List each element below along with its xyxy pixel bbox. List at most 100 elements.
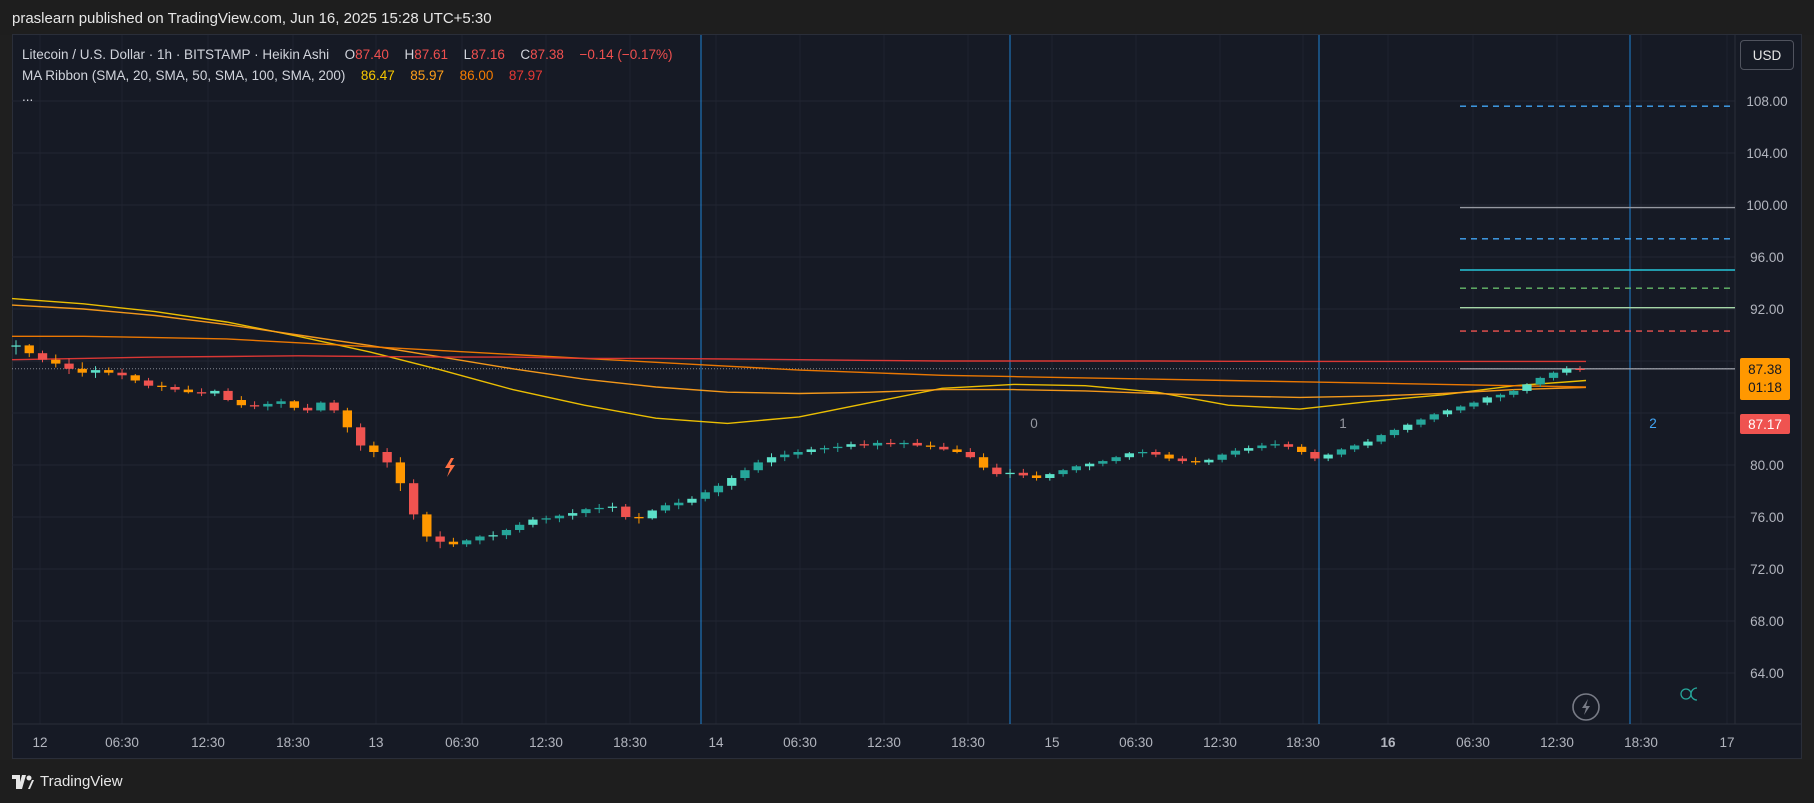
candle-body — [1045, 474, 1055, 478]
candle-body — [515, 524, 525, 530]
low-label: L — [463, 47, 472, 62]
candle-body — [1018, 472, 1028, 476]
candle-body — [1323, 454, 1333, 459]
price-axis-label: 104.00 — [1746, 146, 1787, 161]
candle-body — [382, 452, 392, 463]
candle-body — [263, 403, 273, 407]
ma-line-sma200 — [11, 355, 1586, 363]
price-axis-label: 76.00 — [1750, 510, 1784, 525]
candle-body — [1191, 461, 1201, 463]
tradingview-logo[interactable]: TradingView — [12, 773, 123, 790]
lightning-circle-icon[interactable] — [1572, 693, 1600, 721]
candle-body — [11, 345, 21, 347]
candle-body — [766, 457, 777, 463]
candle-body — [1376, 435, 1386, 442]
sma100-value: 86.00 — [459, 68, 494, 83]
last-price-badge — [1740, 358, 1790, 401]
time-axis-label: 15 — [1044, 735, 1059, 750]
symbol-description[interactable]: Litecoin / U.S. Dollar · 1h · BITSTAMP ·… — [22, 47, 330, 62]
candle-body — [236, 400, 246, 406]
candle-body — [727, 478, 737, 486]
candle-body — [1310, 452, 1320, 459]
candle-body — [104, 370, 114, 373]
candle-body — [409, 483, 419, 515]
price-axis-label: 68.00 — [1750, 614, 1784, 629]
price-axis-label: 80.00 — [1750, 458, 1784, 473]
candle-body — [24, 345, 34, 354]
candle-body — [952, 449, 962, 452]
time-axis-label: 12:30 — [867, 735, 901, 750]
time-axis-label: 06:30 — [1119, 735, 1153, 750]
candle-body — [422, 514, 432, 537]
candle-body — [276, 401, 286, 404]
ma-ribbon-title[interactable]: MA Ribbon (SMA, 20, SMA, 50, SMA, 100, S… — [22, 68, 346, 83]
chart-legend: Litecoin / U.S. Dollar · 1h · BITSTAMP ·… — [22, 44, 673, 107]
candle-body — [1257, 445, 1267, 449]
candle-body — [594, 507, 604, 510]
candle-body — [886, 442, 896, 445]
candle-body — [1495, 394, 1506, 398]
legend-more-button[interactable]: ... — [22, 89, 34, 104]
candle-body — [1177, 458, 1187, 462]
price-axis-label: 72.00 — [1750, 562, 1784, 577]
candle-body — [846, 444, 856, 447]
reference-price-badge — [1740, 414, 1790, 434]
low-value: 87.16 — [471, 47, 505, 62]
candle-body — [37, 353, 48, 360]
candle-body — [1244, 448, 1254, 451]
price-axis-label: 92.00 — [1750, 302, 1784, 317]
candle-body — [130, 375, 140, 381]
change-value: −0.14 (−0.17%) — [579, 47, 673, 62]
sun-icon[interactable] — [1680, 688, 1692, 700]
candle-body — [1204, 459, 1214, 463]
candle-body — [1350, 445, 1360, 450]
price-chart[interactable]: 108.00 104.00 100.00 96.00 92.00 80.00 76.00 72… — [0, 0, 1814, 760]
time-axis-label: 14 — [708, 735, 724, 750]
time-axis-label: 12:30 — [529, 735, 563, 750]
candle-body — [674, 502, 684, 506]
time-axis-label: 12:30 — [1203, 735, 1237, 750]
price-axis-label: 96.00 — [1750, 250, 1784, 265]
candle-body — [660, 505, 671, 511]
time-axis-label: 12 — [32, 735, 47, 750]
price-axis-label: 108.00 — [1746, 94, 1787, 109]
candle-body — [647, 510, 657, 519]
tradingview-brand: TradingView — [40, 773, 123, 790]
candle-body — [183, 389, 193, 393]
time-axis-label: 18:30 — [1624, 735, 1658, 750]
candle-body — [806, 449, 816, 452]
price-axis-label: 64.00 — [1750, 666, 1784, 681]
footer-bar — [0, 760, 1814, 803]
publish-header: praslearn published on TradingView.com, … — [0, 0, 1814, 35]
candle-body — [568, 513, 578, 516]
open-value: 87.40 — [355, 47, 389, 62]
candle-body — [196, 392, 207, 394]
candle-body — [700, 492, 710, 499]
moon-icon[interactable] — [1690, 687, 1698, 701]
candle-body — [1058, 470, 1068, 475]
candle-body — [1031, 475, 1042, 478]
candle-body — [1562, 368, 1572, 373]
time-axis-label: 06:30 — [1456, 735, 1490, 750]
candle-body — [1469, 402, 1479, 407]
candle-body — [1482, 397, 1492, 403]
sma200-value: 87.97 — [508, 68, 543, 83]
candle-body — [833, 446, 843, 449]
candle-body — [1111, 457, 1121, 462]
candle-body — [289, 401, 299, 408]
session-number-label: 2 — [1649, 416, 1657, 431]
candle-body — [143, 380, 154, 386]
candle-body — [462, 540, 472, 545]
candle-body — [1071, 466, 1081, 471]
candle-body — [435, 536, 445, 542]
time-axis-label: 18:30 — [613, 735, 647, 750]
time-axis-label: 06:30 — [445, 735, 479, 750]
currency-button[interactable]: USD — [1740, 40, 1794, 70]
candle-body — [1442, 410, 1453, 415]
candle-body — [1270, 444, 1280, 446]
candle-body — [1005, 472, 1015, 475]
candle-body — [978, 457, 989, 468]
candle-body — [303, 407, 313, 411]
candle-body — [1217, 454, 1227, 460]
candle-body — [1389, 429, 1400, 436]
